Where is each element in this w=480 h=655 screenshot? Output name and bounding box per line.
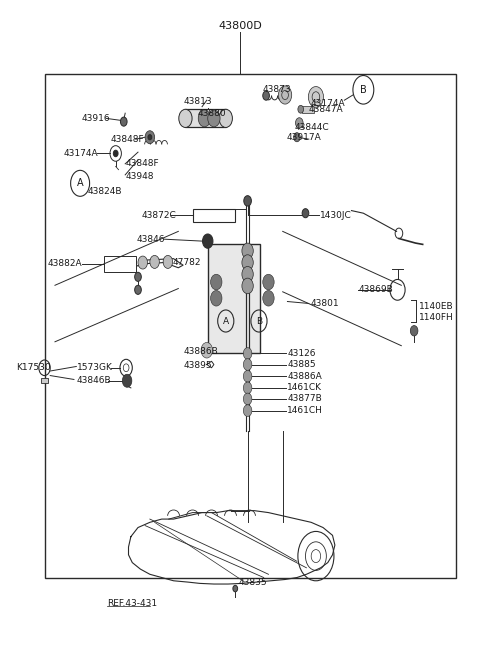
Circle shape	[410, 326, 418, 336]
Text: 43869B: 43869B	[359, 286, 394, 294]
Circle shape	[219, 109, 232, 128]
Circle shape	[120, 117, 127, 126]
Text: 43917A: 43917A	[287, 133, 321, 141]
Bar	[46, 74, 456, 578]
Circle shape	[113, 150, 118, 157]
Text: A: A	[223, 316, 229, 326]
Bar	[192, 209, 235, 221]
Text: 43880: 43880	[197, 109, 226, 119]
Text: 1140FH: 1140FH	[419, 313, 454, 322]
Text: 43174A: 43174A	[63, 149, 98, 158]
Circle shape	[203, 234, 213, 248]
Text: 43835: 43835	[239, 578, 268, 587]
Circle shape	[242, 267, 253, 282]
Circle shape	[179, 109, 192, 128]
Text: 43877B: 43877B	[288, 394, 322, 403]
Circle shape	[145, 131, 155, 143]
Bar	[41, 378, 48, 383]
Text: 43885: 43885	[288, 360, 316, 369]
Circle shape	[243, 393, 252, 405]
Circle shape	[242, 278, 253, 293]
Circle shape	[243, 405, 252, 417]
Circle shape	[263, 290, 274, 306]
Text: 43800D: 43800D	[218, 20, 262, 31]
Circle shape	[296, 118, 303, 128]
Text: 1140EB: 1140EB	[419, 301, 454, 310]
Bar	[104, 256, 136, 272]
Text: A: A	[77, 178, 84, 189]
Circle shape	[201, 343, 213, 358]
Text: 43848F: 43848F	[111, 135, 144, 143]
Text: REF.43-431: REF.43-431	[107, 599, 157, 608]
Text: 43847A: 43847A	[309, 105, 343, 114]
Text: 43844C: 43844C	[295, 123, 329, 132]
Circle shape	[148, 135, 152, 140]
Text: 43882A: 43882A	[48, 259, 83, 269]
Text: B: B	[360, 84, 367, 95]
Circle shape	[122, 374, 132, 387]
Bar	[208, 244, 260, 354]
Circle shape	[243, 382, 252, 394]
Text: 43848F: 43848F	[125, 159, 159, 168]
Text: 1573GK: 1573GK	[77, 364, 113, 372]
Text: 43824B: 43824B	[87, 187, 122, 196]
Text: 43801: 43801	[310, 299, 339, 308]
Circle shape	[138, 256, 147, 269]
Text: 43174A: 43174A	[310, 99, 345, 108]
Circle shape	[211, 290, 222, 306]
Circle shape	[233, 586, 238, 592]
Circle shape	[302, 209, 309, 217]
Circle shape	[298, 105, 303, 113]
Circle shape	[244, 196, 252, 206]
Text: 43872C: 43872C	[142, 211, 177, 219]
Circle shape	[198, 110, 211, 127]
Circle shape	[243, 348, 252, 360]
Circle shape	[263, 274, 274, 290]
Text: K17530: K17530	[16, 364, 51, 372]
Circle shape	[211, 274, 222, 290]
Text: 43846B: 43846B	[77, 376, 111, 385]
Circle shape	[242, 243, 253, 259]
Circle shape	[135, 272, 141, 282]
Circle shape	[150, 255, 159, 269]
Text: 43916: 43916	[82, 114, 110, 123]
Text: 43886A: 43886A	[288, 371, 322, 381]
Text: B: B	[256, 316, 262, 326]
Circle shape	[242, 255, 253, 271]
Text: 47782: 47782	[173, 258, 201, 267]
Circle shape	[294, 133, 300, 141]
Text: 1430JC: 1430JC	[320, 211, 351, 219]
Text: 43873: 43873	[262, 85, 291, 94]
Circle shape	[135, 286, 141, 294]
Text: 1461CH: 1461CH	[288, 406, 324, 415]
Circle shape	[243, 359, 252, 370]
Text: 43126: 43126	[288, 349, 316, 358]
Circle shape	[208, 110, 220, 127]
Text: 43886B: 43886B	[184, 347, 219, 356]
Circle shape	[308, 86, 324, 107]
Text: 43948: 43948	[125, 172, 154, 181]
Circle shape	[278, 86, 292, 104]
Text: 43813: 43813	[184, 97, 213, 106]
Circle shape	[163, 255, 173, 269]
Bar	[301, 106, 313, 113]
Bar	[185, 109, 226, 128]
Circle shape	[243, 370, 252, 382]
Text: 43895: 43895	[184, 362, 213, 370]
Text: 43846: 43846	[137, 234, 166, 244]
Circle shape	[263, 91, 269, 100]
Text: 1461CK: 1461CK	[288, 383, 323, 392]
